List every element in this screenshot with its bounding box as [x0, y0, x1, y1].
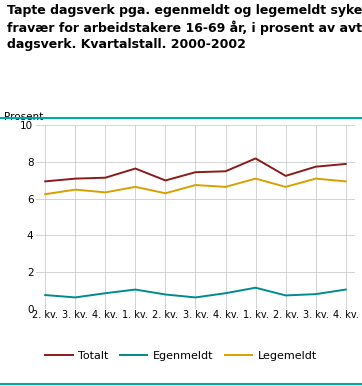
Legemeldt	[283, 185, 288, 189]
Legend: Totalt, Egenmeldt, Legemeldt: Totalt, Egenmeldt, Legemeldt	[41, 346, 321, 365]
Totalt	[283, 174, 288, 178]
Totalt	[133, 166, 138, 171]
Legemeldt	[223, 185, 228, 189]
Line: Totalt: Totalt	[45, 158, 346, 181]
Totalt	[73, 176, 77, 181]
Egenmeldt	[73, 295, 77, 300]
Line: Legemeldt: Legemeldt	[45, 179, 346, 194]
Legemeldt	[103, 190, 108, 195]
Legemeldt	[43, 192, 47, 196]
Legemeldt	[344, 179, 348, 184]
Totalt	[193, 170, 198, 174]
Totalt	[103, 175, 108, 180]
Egenmeldt	[283, 293, 288, 298]
Text: Prosent: Prosent	[4, 112, 43, 122]
Egenmeldt	[43, 293, 47, 297]
Legemeldt	[253, 176, 258, 181]
Legemeldt	[193, 183, 198, 187]
Totalt	[163, 178, 168, 183]
Totalt	[253, 156, 258, 161]
Egenmeldt	[344, 287, 348, 292]
Egenmeldt	[313, 292, 318, 296]
Legemeldt	[163, 191, 168, 196]
Egenmeldt	[193, 295, 198, 300]
Legemeldt	[73, 187, 77, 192]
Egenmeldt	[103, 291, 108, 296]
Egenmeldt	[223, 291, 228, 296]
Legemeldt	[313, 176, 318, 181]
Totalt	[344, 162, 348, 166]
Egenmeldt	[253, 285, 258, 290]
Totalt	[223, 169, 228, 174]
Line: Egenmeldt: Egenmeldt	[45, 288, 346, 298]
Egenmeldt	[163, 292, 168, 297]
Legemeldt	[133, 185, 138, 189]
Egenmeldt	[133, 287, 138, 292]
Text: Tapte dagsverk pga. egenmeldt og legemeldt syke-
fravær for arbeidstakere 16-69 : Tapte dagsverk pga. egenmeldt og legemel…	[7, 4, 362, 51]
Totalt	[313, 164, 318, 169]
Totalt	[43, 179, 47, 184]
